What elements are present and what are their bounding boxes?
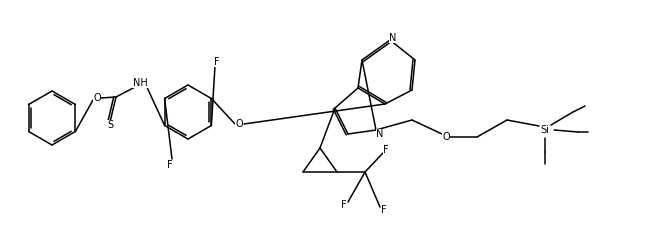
Text: NH: NH: [133, 78, 147, 88]
Text: O: O: [235, 119, 243, 129]
Text: S: S: [107, 120, 113, 130]
Text: Si: Si: [541, 125, 549, 135]
Text: N: N: [376, 129, 384, 139]
Text: F: F: [342, 200, 347, 210]
Text: F: F: [383, 145, 389, 155]
Text: N: N: [390, 33, 397, 43]
Text: O: O: [442, 132, 450, 142]
Text: F: F: [167, 160, 173, 170]
Text: F: F: [215, 57, 220, 67]
Text: O: O: [93, 93, 101, 103]
Text: F: F: [381, 205, 387, 215]
